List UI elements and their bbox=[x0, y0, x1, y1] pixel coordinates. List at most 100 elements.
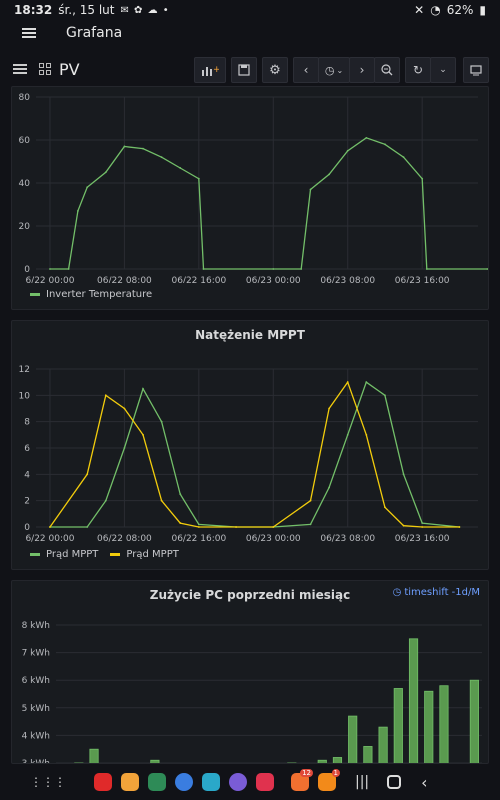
panel-title[interactable]: Zużycie PC poprzedni miesiąc bbox=[149, 588, 351, 602]
legend-label-yellow[interactable]: Prąd MPPT bbox=[126, 549, 179, 560]
data-point bbox=[123, 447, 126, 449]
bar bbox=[363, 746, 373, 763]
dashboard-settings-button[interactable]: ⚙ bbox=[262, 57, 288, 83]
bar bbox=[378, 726, 388, 763]
home-app-icon[interactable] bbox=[202, 773, 220, 791]
y-tick-label: 40 bbox=[19, 179, 31, 189]
calendar-app-icon[interactable] bbox=[148, 773, 166, 791]
zoom-out-button[interactable] bbox=[374, 57, 400, 83]
data-point bbox=[86, 526, 89, 528]
time-back-button[interactable]: ‹ bbox=[293, 57, 319, 83]
home-button-icon[interactable] bbox=[387, 775, 402, 789]
recents-icon[interactable]: ||| bbox=[355, 774, 370, 790]
battery-icon: ▮ bbox=[479, 3, 486, 17]
x-tick-label: 06/23 16:00 bbox=[395, 534, 450, 544]
svg-text:+: + bbox=[213, 65, 219, 75]
data-point bbox=[346, 433, 349, 436]
notification-badge: 1 bbox=[331, 769, 340, 777]
tv-mode-button[interactable] bbox=[463, 57, 489, 83]
time-picker-button[interactable]: ◷ ⌄ bbox=[318, 57, 350, 83]
chevron-left-icon: ‹ bbox=[303, 63, 309, 77]
y-tick-label: 4 kWh bbox=[22, 731, 50, 741]
data-point bbox=[104, 499, 107, 502]
data-point bbox=[328, 486, 331, 489]
panel-title[interactable]: Natężenie MPPT bbox=[195, 328, 305, 342]
y-tick-label: 2 bbox=[24, 497, 30, 507]
back-icon[interactable]: ‹ bbox=[421, 772, 428, 792]
series-line bbox=[50, 381, 460, 528]
data-point bbox=[365, 433, 368, 436]
menu-icon[interactable] bbox=[22, 28, 36, 38]
notification-icons: ✉ ✿ ☁ • bbox=[120, 4, 170, 16]
y-tick-label: 0 bbox=[24, 265, 30, 275]
app-bar: Grafana bbox=[0, 20, 500, 46]
data-point bbox=[123, 145, 126, 148]
status-time: 18:32 bbox=[14, 3, 53, 17]
status-bar: 18:32 śr., 15 lut ✉ ✿ ☁ • ✕ ◔ 62% ▮ bbox=[0, 0, 500, 20]
data-point bbox=[197, 526, 200, 528]
chevron-down-icon: ⌄ bbox=[336, 65, 344, 75]
data-point bbox=[86, 186, 89, 189]
time-forward-button[interactable]: › bbox=[349, 57, 375, 83]
series-line bbox=[50, 137, 488, 270]
refresh-button[interactable]: ↻ bbox=[405, 57, 431, 83]
files-app-icon[interactable] bbox=[121, 773, 139, 791]
temperature-chart: 80 60 40 20 06/22 00:00 06/22 08:00 06/22 16:0… bbox=[19, 93, 488, 283]
data-point bbox=[142, 147, 144, 150]
dashboards-grid-icon[interactable] bbox=[39, 63, 51, 75]
sidemenu-toggle-icon[interactable] bbox=[13, 64, 27, 74]
save-dashboard-button[interactable] bbox=[231, 57, 257, 83]
data-point bbox=[160, 420, 163, 423]
data-point bbox=[104, 171, 107, 174]
data-point bbox=[179, 522, 182, 524]
bar bbox=[408, 638, 419, 763]
legend-swatch bbox=[30, 293, 40, 296]
flipboard-app-icon[interactable] bbox=[94, 773, 112, 791]
notification-badge: 12 bbox=[300, 769, 313, 777]
y-tick-label: 6 bbox=[24, 444, 30, 454]
browser-app-icon[interactable] bbox=[229, 773, 247, 791]
data-point bbox=[402, 473, 405, 476]
app-title: Grafana bbox=[66, 25, 123, 41]
add-panel-button[interactable]: + bbox=[194, 57, 226, 83]
legend-swatch-green bbox=[30, 553, 40, 556]
temperature-legend[interactable]: Inverter Temperature bbox=[30, 289, 152, 300]
data-point bbox=[272, 526, 275, 528]
dashboard-title[interactable]: PV bbox=[59, 59, 80, 79]
series-line bbox=[49, 380, 460, 528]
y-tick-label: 80 bbox=[19, 93, 31, 103]
refresh-interval-dropdown[interactable]: ⌄ bbox=[430, 57, 456, 83]
x-tick-label: 06/23 00:00 bbox=[246, 534, 301, 544]
data-point bbox=[160, 156, 163, 159]
x-tick-label: 6/22 00:00 bbox=[25, 276, 74, 283]
data-point bbox=[309, 523, 312, 526]
status-date: śr., 15 lut bbox=[58, 3, 115, 17]
data-point bbox=[384, 506, 386, 509]
app1-icon[interactable]: 12 bbox=[291, 769, 313, 791]
data-point bbox=[402, 156, 405, 159]
app-drawer-icon[interactable]: ⋮⋮⋮ bbox=[30, 775, 66, 789]
camera-app-icon[interactable] bbox=[256, 773, 274, 791]
y-tick-label: 3 kWh bbox=[22, 759, 50, 764]
bar bbox=[317, 759, 327, 763]
y-tick-label: 4 bbox=[24, 470, 30, 480]
data-point bbox=[365, 136, 368, 139]
y-tick-label: 10 bbox=[19, 391, 31, 401]
data-point bbox=[104, 394, 107, 397]
panel-usage: Zużycie PC poprzedni miesiąc ◷ timeshift… bbox=[11, 580, 489, 764]
data-point bbox=[421, 522, 424, 524]
chevron-right-icon: › bbox=[359, 63, 365, 77]
data-point bbox=[86, 473, 89, 476]
messages-app-icon[interactable] bbox=[175, 773, 193, 791]
data-point bbox=[49, 268, 51, 270]
bar bbox=[348, 715, 358, 763]
android-navbar: ⋮⋮⋮ 12 1 ||| ‹ bbox=[0, 764, 500, 800]
x-tick-label: 06/22 16:00 bbox=[171, 534, 226, 544]
x-tick-label: 06/23 16:00 bbox=[395, 276, 450, 283]
y-tick-label: 20 bbox=[19, 222, 31, 232]
bar bbox=[89, 748, 99, 763]
app2-icon[interactable]: 1 bbox=[318, 769, 340, 791]
legend-label-green[interactable]: Prąd MPPT bbox=[46, 549, 99, 560]
clock-icon: ◷ bbox=[324, 63, 335, 77]
bar bbox=[424, 690, 434, 763]
